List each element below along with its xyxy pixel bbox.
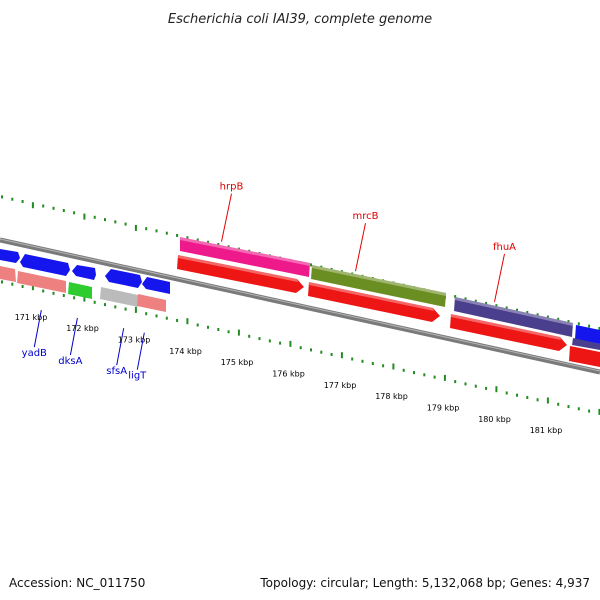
feature-gene-fhua[interactable]: [454, 297, 573, 337]
gene-label-leader: [355, 223, 366, 272]
scale-label: 176 kbp: [272, 370, 305, 379]
feature-gene-salmon-2[interactable]: [17, 271, 66, 293]
genome-backbone-highlight: [0, 238, 600, 372]
scale-label: 173 kbp: [118, 336, 151, 345]
accession-text: Accession: NC_011750: [9, 576, 145, 590]
feature-gene-salmon-3[interactable]: [137, 294, 166, 312]
gene-label-dksa[interactable]: dksA: [58, 356, 82, 367]
scale-label: 171 kbp: [15, 313, 48, 322]
gene-label-ligt[interactable]: ligT: [128, 371, 147, 382]
gene-labels: hrpB mrcB fhuA yadB dksA sfsA ligT: [22, 182, 517, 382]
gene-label-sfsa[interactable]: sfsA: [106, 366, 127, 377]
feature-gene-hrpb[interactable]: [180, 237, 310, 277]
gene-label-leader: [69, 317, 78, 356]
feature-gene-mrcb[interactable]: [311, 265, 446, 307]
feature-cds-mrcb[interactable]: [308, 282, 440, 322]
feature-gene-blue-4[interactable]: [105, 269, 142, 288]
feature-gene-blue-5[interactable]: [142, 277, 170, 294]
feature-gene-blue-3[interactable]: [72, 265, 96, 280]
feature-gene-slate-2[interactable]: [572, 338, 600, 350]
feature-gene-blue-2[interactable]: [20, 254, 70, 276]
gene-label-leader: [116, 328, 125, 366]
scale-label: 181 kbp: [530, 426, 563, 435]
gene-label-leader: [221, 193, 232, 242]
summary-text: Topology: circular; Length: 5,132,068 bp…: [259, 576, 590, 590]
gene-label-leader: [33, 310, 42, 348]
gene-label-fhua[interactable]: fhuA: [493, 242, 516, 253]
feature-gene-salmon-1[interactable]: [0, 266, 16, 282]
scale-label: 172 kbp: [66, 324, 99, 333]
scale-label: 175 kbp: [221, 358, 254, 367]
scale-labels: 171 kbp 172 kbp 173 kbp 174 kbp 175 kbp 176 k…: [15, 313, 563, 435]
scale-label: 177 kbp: [324, 381, 357, 390]
gene-label-hrpb[interactable]: hrpB: [220, 182, 244, 193]
feature-gene-gray[interactable]: [100, 287, 138, 307]
feature-cds-red-edge[interactable]: [569, 346, 600, 367]
feature-gloss: [178, 237, 573, 340]
gene-label-leader: [494, 253, 505, 302]
map-title: Escherichia coli IAI39, complete genome: [168, 12, 432, 27]
feature-gene-blue-6[interactable]: [575, 325, 600, 344]
genome-backbone: [0, 237, 600, 375]
feature-track: [0, 237, 600, 367]
feature-gene-blue-1[interactable]: [0, 249, 20, 263]
scale-label: 174 kbp: [169, 347, 202, 356]
scale-label: 180 kbp: [478, 415, 511, 424]
gene-label-mrcb[interactable]: mrcB: [353, 211, 379, 222]
scale-label: 178 kbp: [375, 392, 408, 401]
gene-label-leader: [136, 332, 145, 370]
feature-gene-green[interactable]: [68, 282, 92, 299]
feature-cds-hrpb[interactable]: [177, 255, 304, 293]
feature-cds-fhua[interactable]: [450, 314, 567, 351]
scale-label: 179 kbp: [427, 404, 460, 413]
gene-label-yadb[interactable]: yadB: [22, 348, 47, 359]
